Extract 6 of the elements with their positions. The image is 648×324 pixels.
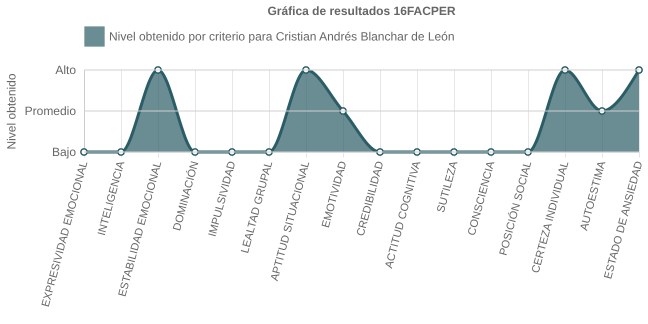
y-axis-title: Nivel obtenido — [4, 73, 18, 150]
ref-line-label: Alto — [55, 63, 76, 77]
legend-label: Nivel obtenido por criterio para Cristian Andrés Blanchar de León — [109, 30, 455, 44]
ref-line-label: Bajo — [52, 145, 76, 159]
ref-line-label: Promedio — [24, 104, 76, 118]
chart-title: Gráfica de resultados 16FACPER — [267, 4, 456, 18]
